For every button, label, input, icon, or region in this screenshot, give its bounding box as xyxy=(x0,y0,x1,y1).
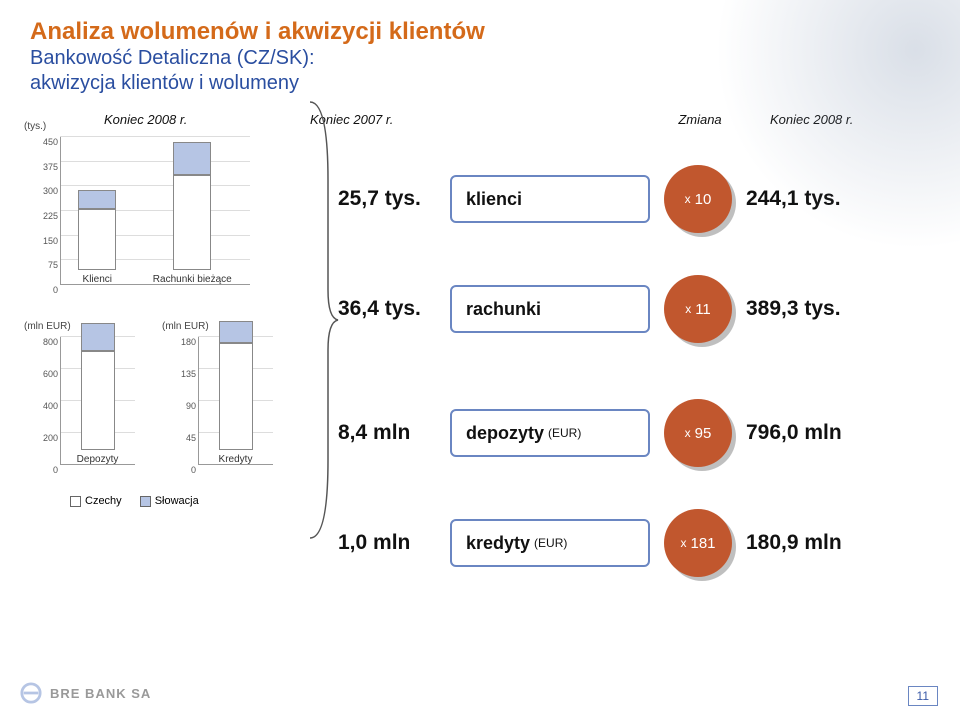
column-headers: Koniec 2008 r. Koniec 2007 r. Zmiana Kon… xyxy=(100,112,930,127)
metric-multiplier: x11 xyxy=(664,275,732,343)
metric-label-box: rachunki xyxy=(450,285,650,333)
page-number: 11 xyxy=(908,686,938,706)
metric-multiplier: x10 xyxy=(664,165,732,233)
legend-label-czech: Czechy xyxy=(85,495,122,507)
chart-unit: (mln EUR) xyxy=(162,321,209,332)
page-title: Analiza wolumenów i akwizycji klientów xyxy=(30,18,930,46)
legend-swatch-slovak xyxy=(140,496,151,507)
col-header-2008: Koniec 2008 r. xyxy=(770,112,930,127)
chart-depozyty: (mln EUR)0200400600800Depozyty xyxy=(30,337,145,487)
metric-multiplier: x181 xyxy=(664,509,732,577)
metric-row: 36,4 tys.rachunkix11389,3 tys. xyxy=(310,263,930,355)
metric-2008-value: 796,0 mln xyxy=(746,421,916,445)
chart-unit: (mln EUR) xyxy=(24,321,71,332)
metric-2008-value: 180,9 mln xyxy=(746,531,916,555)
bracket-decoration xyxy=(304,100,340,540)
metric-row: 25,7 tys.kliencix10244,1 tys. xyxy=(310,153,930,245)
metric-2008-value: 389,3 tys. xyxy=(746,297,916,321)
metric-label-box: klienci xyxy=(450,175,650,223)
metric-row: 8,4 mlndepozyty(EUR)x95796,0 mln xyxy=(310,387,930,479)
legend-label-slovak: Słowacja xyxy=(155,495,199,507)
brand-name: BRE BANK SA xyxy=(50,686,151,701)
chart-kredyty: (mln EUR)04590135180Kredyty xyxy=(168,337,283,487)
metric-2008-value: 244,1 tys. xyxy=(746,187,916,211)
legend-swatch-czech xyxy=(70,496,81,507)
chart-klienci-rachunki: (tys.)075150225300375450KlienciRachunki … xyxy=(30,137,260,307)
metric-label-box: depozyty(EUR) xyxy=(450,409,650,457)
col-header-change: Zmiana xyxy=(650,112,750,127)
page-subtitle-1: Bankowość Detaliczna (CZ/SK): xyxy=(30,46,930,71)
metric-row: 1,0 mlnkredyty(EUR)x181180,9 mln xyxy=(310,497,930,589)
metric-label-box: kredyty(EUR) xyxy=(450,519,650,567)
col-header-left: Koniec 2008 r. xyxy=(100,112,310,127)
brand-logo: BRE BANK SA xyxy=(20,682,151,704)
page-subtitle-2: akwizycja klientów i wolumeny xyxy=(30,71,930,96)
metric-multiplier: x95 xyxy=(664,399,732,467)
chart-legend: Czechy Słowacja xyxy=(70,495,310,507)
chart-unit: (tys.) xyxy=(24,121,46,132)
